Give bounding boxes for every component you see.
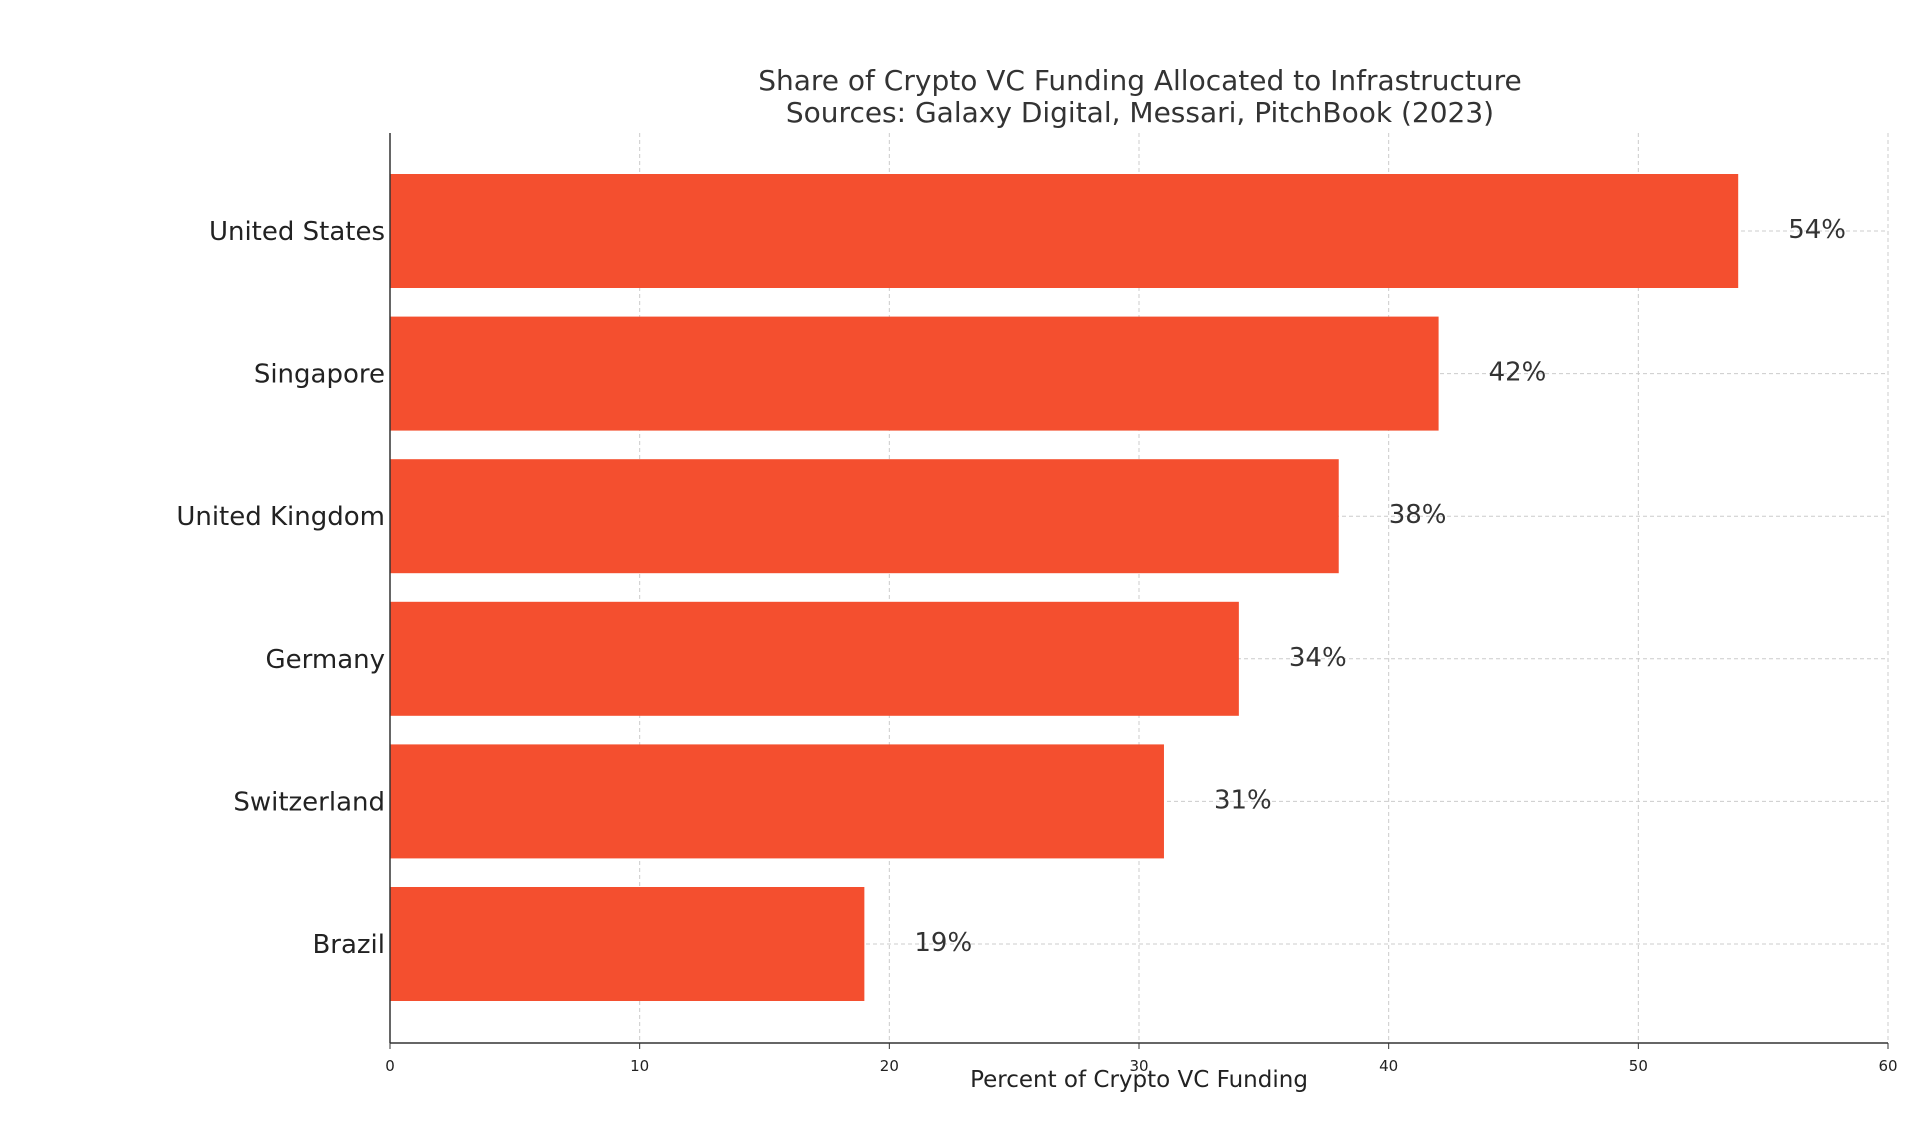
data-labels: 54% 42% 38% 34% 31% 19%	[914, 215, 1846, 958]
bar	[390, 174, 1739, 288]
chart-title: Share of Crypto VC Funding Allocated to …	[758, 64, 1522, 97]
category-label: Switzerland	[233, 787, 385, 817]
bar	[390, 316, 1439, 431]
data-label: 31%	[1214, 785, 1272, 815]
x-tick-label: 50	[1629, 1057, 1648, 1075]
x-axis-label: Percent of Crypto VC Funding	[970, 1067, 1308, 1093]
x-tick-label: 10	[630, 1057, 649, 1075]
bar	[390, 459, 1339, 574]
x-tick-label: 60	[1878, 1057, 1897, 1075]
bar	[390, 887, 865, 1001]
category-label: Brazil	[312, 930, 385, 960]
category-label: United States	[209, 217, 385, 247]
bar	[390, 744, 1164, 859]
x-tick-label: 0	[385, 1057, 395, 1075]
chart-subtitle: Sources: Galaxy Digital, Messari, PitchB…	[786, 96, 1494, 129]
category-label: Singapore	[254, 360, 385, 390]
data-label: 34%	[1289, 643, 1347, 673]
category-label: Germany	[265, 645, 385, 675]
bars	[390, 174, 1739, 1001]
x-tick-label: 40	[1379, 1057, 1398, 1075]
category-label: United Kingdom	[176, 502, 385, 532]
x-ticks: 0 10 20 30 40 50 60	[385, 1043, 1898, 1075]
category-labels: United States Singapore United Kingdom Germ…	[176, 217, 385, 960]
data-label: 42%	[1489, 358, 1547, 388]
data-label: 19%	[914, 928, 972, 958]
x-tick-label: 20	[880, 1057, 899, 1075]
bar	[390, 601, 1239, 716]
data-label: 38%	[1389, 500, 1447, 530]
x-tick-label: 30	[1129, 1057, 1148, 1075]
data-label: 54%	[1788, 215, 1846, 245]
